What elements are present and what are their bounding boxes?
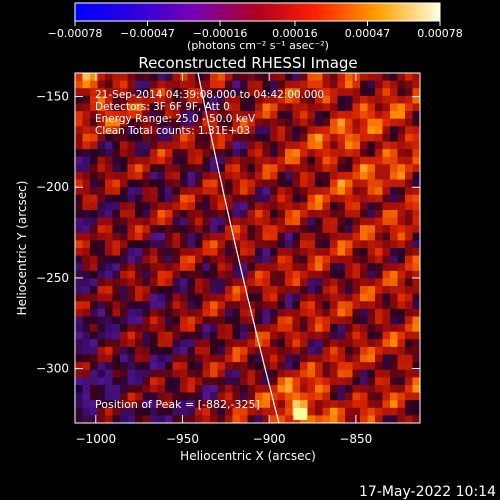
x-axis-label: Heliocentric X (arcsec): [180, 449, 316, 463]
x-tick-label: −850: [339, 432, 372, 446]
colorbar-tick-label: −0.00047: [120, 27, 175, 40]
colorbar: [74, 2, 441, 22]
x-tick-label: −900: [253, 432, 286, 446]
colorbar-ticks: −0.00078 −0.00047 −0.00016 0.00016 0.00047 0.…: [48, 21, 463, 40]
colorbar-tick-label: −0.00016: [193, 27, 248, 40]
x-axis-ticks: −1000 −950 −900 −850: [76, 73, 372, 446]
annotation-line: Detectors: 3F 6F 9F, Att 0: [95, 101, 230, 113]
x-tick-label: −950: [166, 432, 199, 446]
chart-title: Reconstructed RHESSI Image: [138, 54, 357, 72]
colorbar-unit-label: (photons cm⁻² s⁻¹ asec⁻²): [187, 39, 329, 52]
colorbar-tick-label: −0.00078: [48, 27, 103, 40]
y-tick-label: −150: [36, 90, 69, 104]
y-axis-ticks: −150 −200 −250 −300: [36, 90, 420, 376]
x-tick-label: −1000: [76, 432, 117, 446]
annotation-block: 21-Sep-2014 04:39:08.000 to 04:42:00.000…: [95, 89, 324, 137]
colorbar-tick-label: 0.00047: [345, 27, 391, 40]
annotation-line: Energy Range: 25.0 - 50.0 keV: [95, 113, 256, 125]
colorbar-tick-label: 0.00078: [417, 27, 463, 40]
y-tick-label: −200: [36, 180, 69, 194]
heatmap: [75, 73, 420, 423]
solar-limb-line: [197, 73, 280, 423]
y-tick-label: −300: [36, 362, 69, 376]
y-axis-label: Heliocentric Y (arcsec): [15, 181, 29, 316]
peak-position-label: Position of Peak = [-882,-325]: [95, 398, 260, 411]
annotation-line: 21-Sep-2014 04:39:08.000 to 04:42:00.000: [95, 89, 324, 101]
footer-date: 17-May-2022 10:14: [359, 484, 496, 500]
y-tick-label: −250: [36, 271, 69, 285]
peak-marker: [293, 407, 308, 420]
annotation-line: Clean Total counts: 1.31E+03: [95, 125, 250, 137]
plot-frame: [74, 72, 421, 424]
colorbar-tick-label: 0.00016: [272, 27, 318, 40]
